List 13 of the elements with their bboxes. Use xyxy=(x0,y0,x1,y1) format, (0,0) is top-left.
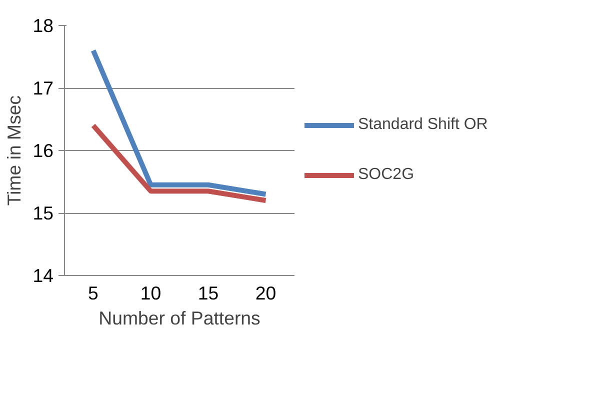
x-tick-label: 5 xyxy=(88,282,98,304)
y-tick-label: 17 xyxy=(32,78,54,98)
x-tick-label: 10 xyxy=(140,282,162,304)
y-tick-label: 16 xyxy=(32,140,54,161)
legend-label: SOC2G xyxy=(358,166,414,184)
y-tick-label: 14 xyxy=(32,265,54,286)
x-tick-label: 15 xyxy=(198,282,219,304)
y-axis-title: Time in Msec xyxy=(4,95,25,206)
y-tick-label: 15 xyxy=(32,202,54,224)
x-axis-title: Number of Patterns xyxy=(98,308,260,328)
x-tick-label: 20 xyxy=(255,282,276,304)
y-tick-label: 18 xyxy=(32,15,54,36)
legend-label: Standard Shift OR xyxy=(358,116,488,134)
